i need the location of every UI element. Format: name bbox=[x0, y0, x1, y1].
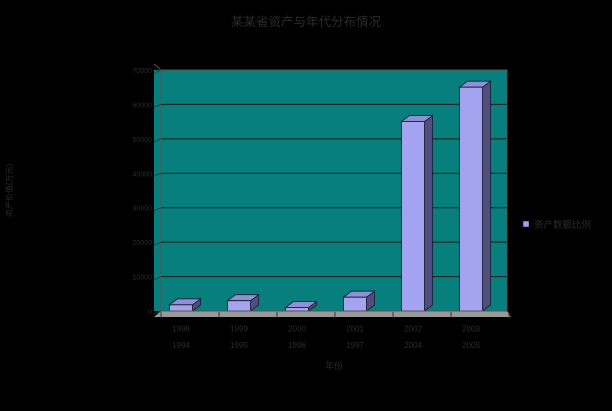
svg-text:2004: 2004 bbox=[404, 341, 422, 350]
svg-text:资产价值(万元): 资产价值(万元) bbox=[4, 164, 14, 218]
svg-text:50000: 50000 bbox=[133, 137, 153, 144]
svg-text:资产数额比例: 资产数额比例 bbox=[534, 219, 591, 231]
svg-text:某某省资产与年代分布情况: 某某省资产与年代分布情况 bbox=[231, 15, 382, 29]
svg-text:1997: 1997 bbox=[346, 341, 364, 350]
svg-text:1996: 1996 bbox=[288, 341, 306, 350]
svg-text:1995: 1995 bbox=[230, 341, 248, 350]
svg-text:1999: 1999 bbox=[230, 325, 248, 334]
svg-text:30000: 30000 bbox=[133, 206, 153, 213]
svg-text:年份: 年份 bbox=[325, 360, 343, 371]
svg-text:1998: 1998 bbox=[172, 325, 190, 334]
svg-text:2005: 2005 bbox=[462, 341, 480, 350]
svg-text:2003: 2003 bbox=[462, 325, 480, 334]
svg-text:60000: 60000 bbox=[133, 102, 153, 109]
svg-text:2001: 2001 bbox=[346, 325, 364, 334]
svg-text:70000: 70000 bbox=[133, 68, 153, 75]
svg-text:2002: 2002 bbox=[404, 325, 422, 334]
svg-text:20000: 20000 bbox=[133, 240, 153, 247]
svg-text:1994: 1994 bbox=[172, 341, 190, 350]
svg-text:10000: 10000 bbox=[133, 275, 153, 282]
svg-text:2000: 2000 bbox=[288, 325, 306, 334]
svg-text:0: 0 bbox=[148, 309, 152, 316]
svg-text:40000: 40000 bbox=[133, 171, 153, 178]
